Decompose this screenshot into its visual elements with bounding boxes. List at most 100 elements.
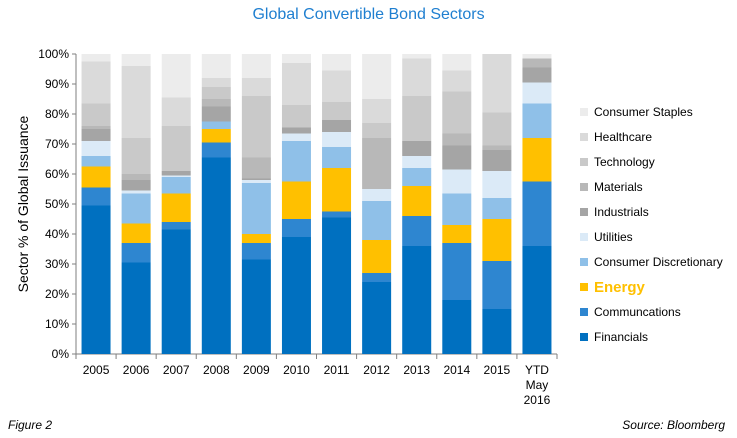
bar-segment-consumer-discretionary xyxy=(362,201,392,240)
bar-segment-utilities xyxy=(161,175,191,177)
bar-segment-industrials xyxy=(322,120,352,132)
bar-segment-energy xyxy=(442,225,472,243)
legend-label: Communcations xyxy=(594,305,681,319)
bar-segment-consumer-staples xyxy=(281,54,311,63)
bar-segment-industrials xyxy=(201,106,231,122)
x-tick-label: 2012 xyxy=(363,363,390,377)
legend-label: Financials xyxy=(594,330,649,344)
legend-swatch xyxy=(580,208,588,216)
y-tick-label: 70% xyxy=(45,137,69,151)
bar-segment-utilities xyxy=(362,189,392,201)
legend-swatch xyxy=(580,233,588,241)
bar-segment-energy xyxy=(81,166,111,188)
bar-segment-consumer-staples xyxy=(522,54,552,59)
legend-item-utilities: Utilities xyxy=(580,229,633,245)
bar-segment-consumer-discretionary xyxy=(281,141,311,182)
bar-segment-financials xyxy=(81,205,111,354)
legend-swatch xyxy=(580,283,588,291)
x-tick-label: 2005 xyxy=(83,363,110,377)
bar-segment-technology xyxy=(442,91,472,134)
bar-segment-healthcare xyxy=(161,97,191,126)
chart-title: Global Convertible Bond Sectors xyxy=(252,6,485,23)
bar-segment-consumer-discretionary xyxy=(81,156,111,167)
legend-label: Healthcare xyxy=(594,130,653,144)
bar-segment-financials xyxy=(121,262,151,354)
bar-segment-consumer-discretionary xyxy=(121,193,151,224)
bar-segment-healthcare xyxy=(81,61,111,104)
bar-segment-communcations xyxy=(281,219,311,237)
legend-label: Materials xyxy=(594,180,643,194)
bar-segment-communcations xyxy=(402,216,432,246)
bar-segment-technology xyxy=(402,96,432,141)
bar-segment-energy xyxy=(522,138,552,182)
legend-swatch xyxy=(580,183,588,191)
bar-segment-materials xyxy=(442,133,472,146)
bar-segment-utilities xyxy=(322,132,352,147)
bar-segment-financials xyxy=(362,282,392,354)
bar-segment-communcations xyxy=(362,273,392,282)
bar-segment-utilities xyxy=(522,82,552,104)
bar-segment-communcations xyxy=(81,187,111,206)
legend-label: Technology xyxy=(594,155,655,169)
legend-swatch xyxy=(580,133,588,141)
legend-item-communcations: Communcations xyxy=(580,304,681,320)
source-note: Source: Bloomberg xyxy=(622,418,725,432)
bar-segment-healthcare xyxy=(241,78,271,96)
bar-segment-consumer-staples xyxy=(322,54,352,71)
bar-segment-industrials xyxy=(121,180,151,191)
bar-segment-materials xyxy=(81,126,111,129)
legend-item-industrials: Industrials xyxy=(580,204,649,220)
bar-segment-technology xyxy=(281,105,311,128)
bar-segment-communcations xyxy=(442,243,472,300)
bar-segment-materials xyxy=(482,145,512,150)
bar-segment-materials xyxy=(121,174,151,180)
bar-segment-financials xyxy=(482,309,512,354)
bar-segment-communcations xyxy=(201,142,231,158)
bar-segment-technology xyxy=(201,87,231,99)
y-tick-label: 40% xyxy=(45,227,69,241)
bar-segment-communcations xyxy=(121,243,151,263)
bar-segment-healthcare xyxy=(402,58,432,96)
bar-segment-consumer-discretionary xyxy=(402,168,432,186)
y-tick-label: 10% xyxy=(45,317,69,331)
legend-item-energy: Energy xyxy=(580,279,645,296)
bar-segment-industrials xyxy=(402,141,432,156)
legend-swatch xyxy=(580,108,588,116)
legend-item-consumer-staples: Consumer Staples xyxy=(580,104,693,120)
bar-segment-technology xyxy=(81,103,111,126)
bar-segment-materials xyxy=(362,138,392,189)
bar-segment-technology xyxy=(241,96,271,158)
legend-swatch xyxy=(580,258,588,266)
y-tick-label: 60% xyxy=(45,167,69,181)
bar-segment-industrials xyxy=(161,171,191,176)
bar-segment-energy xyxy=(121,223,151,243)
bar-segment-energy xyxy=(322,168,352,212)
bar-segment-technology xyxy=(362,123,392,138)
bar-segment-consumer-staples xyxy=(81,54,111,62)
bar-segment-financials xyxy=(402,246,432,354)
bar-segment-consumer-discretionary xyxy=(522,103,552,138)
legend-item-healthcare: Healthcare xyxy=(580,129,652,145)
legend-label: Utilities xyxy=(594,230,633,244)
x-tick-label: 2009 xyxy=(243,363,270,377)
legend-swatch xyxy=(580,308,588,316)
legend-label: Industrials xyxy=(594,205,649,219)
x-tick-label: 2015 xyxy=(484,363,511,377)
figure-label: Figure 2 xyxy=(8,418,53,432)
bar-segment-utilities xyxy=(281,133,311,141)
x-tick-label: 2010 xyxy=(283,363,310,377)
bar-segment-healthcare xyxy=(442,70,472,92)
legend-swatch xyxy=(580,158,588,166)
bar-segment-financials xyxy=(281,237,311,354)
y-tick-label: 90% xyxy=(45,77,69,91)
bar-segment-consumer-discretionary xyxy=(322,147,352,168)
y-axis-label: Sector % of Global Issuance xyxy=(15,115,31,292)
bar-segment-consumer-discretionary xyxy=(241,183,271,234)
bar-segment-consumer-staples xyxy=(442,54,472,71)
bar-segment-industrials xyxy=(482,150,512,171)
x-tick-label: 2006 xyxy=(123,363,150,377)
bar-segment-healthcare xyxy=(201,78,231,87)
bar-segment-technology xyxy=(121,138,151,174)
legend-item-technology: Technology xyxy=(580,154,655,170)
